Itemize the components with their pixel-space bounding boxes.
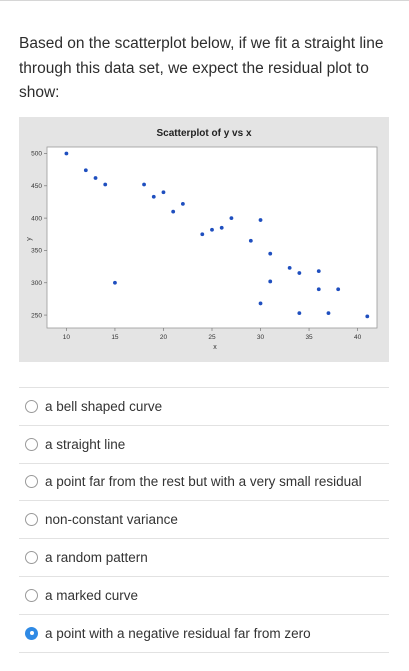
- x-tick-label: 40: [354, 334, 362, 341]
- points-layer: [64, 151, 370, 319]
- scatter-point: [316, 269, 321, 274]
- scatter-point: [287, 265, 292, 270]
- scatterplot-figure: Scatterplot of y vs x 10 15 20 25 30 35 40 250 3…: [19, 117, 389, 362]
- scatter-point: [326, 311, 331, 316]
- x-tick-label: 20: [160, 334, 168, 341]
- scatter-point: [365, 314, 370, 319]
- scatter-point: [180, 201, 185, 206]
- axes-layer: 10 15 20 25 30 35 40 250 300 350 400 450 500: [31, 151, 361, 341]
- scatter-point: [248, 238, 253, 243]
- x-axis-label: x: [213, 344, 217, 351]
- answer-option[interactable]: a random pattern: [19, 538, 389, 576]
- answer-option[interactable]: a straight line: [19, 424, 389, 463]
- answer-options: a bell shaped curve a straight line a poin…: [19, 387, 389, 652]
- y-tick-label: 350: [31, 248, 42, 255]
- y-axis-label: y: [26, 237, 33, 241]
- scatter-point: [151, 194, 156, 199]
- y-tick-label: 400: [31, 215, 42, 222]
- answer-option-label: a point far from the rest but with a ver…: [45, 474, 362, 490]
- scatter-point: [268, 279, 273, 284]
- answer-option-label: non-constant variance: [45, 512, 178, 528]
- radio-button-selected[interactable]: [25, 626, 38, 640]
- scatter-point: [83, 168, 88, 173]
- answer-option-label: a bell shaped curve: [45, 398, 163, 414]
- scatter-point: [200, 232, 205, 237]
- answer-option[interactable]: a bell shaped curve: [19, 387, 389, 425]
- scatter-point: [297, 271, 302, 275]
- answer-option[interactable]: non-constant variance: [19, 500, 389, 538]
- chart-title: Scatterplot of y vs x: [156, 128, 251, 139]
- radio-button[interactable]: [25, 475, 38, 489]
- top-divider: [0, 0, 409, 1]
- answer-option[interactable]: a point far from the rest but with a ver…: [19, 462, 389, 501]
- answer-option-label: a straight line: [45, 436, 126, 452]
- scatter-point: [113, 280, 117, 285]
- y-tick-label: 250: [31, 312, 42, 319]
- scatter-point: [316, 287, 321, 292]
- answer-option[interactable]: a point with a negative residual far fro…: [19, 613, 389, 652]
- x-tick-label: 35: [305, 334, 313, 341]
- radio-button[interactable]: [25, 399, 38, 413]
- x-tick-label: 15: [111, 334, 119, 341]
- radio-button[interactable]: [25, 551, 38, 565]
- answer-option[interactable]: a marked curve: [19, 575, 389, 614]
- scatter-point: [171, 209, 176, 214]
- answer-option-label: a marked curve: [45, 587, 139, 603]
- scatter-point: [64, 151, 69, 156]
- scatter-point: [219, 225, 224, 230]
- y-tick-label: 300: [31, 280, 42, 287]
- scatter-point: [93, 176, 98, 180]
- scatter-point: [161, 190, 166, 195]
- y-tick-label: 450: [31, 183, 42, 190]
- x-tick-label: 10: [63, 334, 71, 341]
- scatterplot-svg: Scatterplot of y vs x 10 15 20 25 30 35 40 250 3…: [19, 117, 389, 362]
- x-tick-label: 30: [257, 334, 265, 341]
- bottom-divider: [19, 652, 389, 653]
- question-text: Based on the scatterplot below, if we fi…: [19, 35, 384, 101]
- scatter-point: [336, 287, 341, 292]
- scatter-point: [210, 227, 214, 232]
- scatter-point: [297, 311, 302, 316]
- scatter-point: [229, 216, 234, 221]
- radio-button[interactable]: [25, 437, 38, 451]
- scatter-point: [103, 182, 108, 187]
- scatter-point: [142, 182, 146, 187]
- plot-area: [46, 146, 378, 329]
- answer-option-label: a random pattern: [45, 550, 148, 566]
- radio-button[interactable]: [25, 588, 38, 602]
- radio-button[interactable]: [25, 513, 38, 527]
- scatter-point: [258, 218, 263, 222]
- y-tick-label: 500: [31, 151, 42, 158]
- x-tick-label: 25: [208, 334, 216, 341]
- scatter-point: [258, 301, 263, 306]
- answer-option-label: a point with a negative residual far fro…: [45, 625, 311, 641]
- scatter-point: [268, 251, 273, 256]
